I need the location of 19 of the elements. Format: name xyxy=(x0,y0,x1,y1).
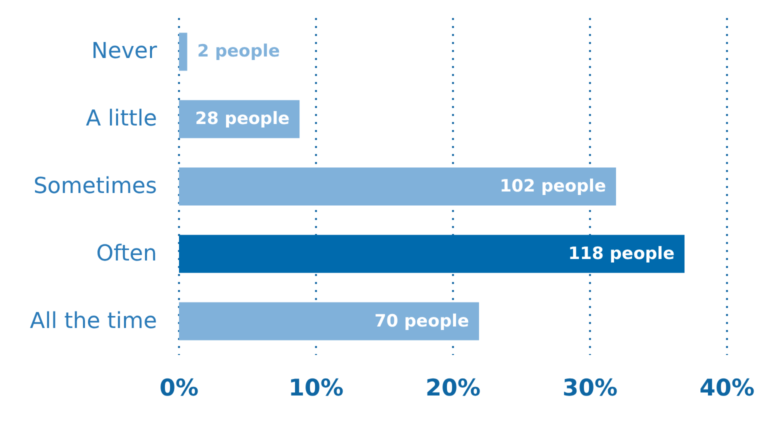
bar xyxy=(179,168,616,206)
annotation: 28 people xyxy=(195,109,290,130)
x-tick-label: 20% xyxy=(425,376,481,402)
annotation: 70 people xyxy=(374,311,470,332)
x-tick-label: 40% xyxy=(699,376,755,402)
y-tick-label: Never xyxy=(91,39,158,64)
bar xyxy=(179,32,188,71)
y-tick-label: Sometimes xyxy=(33,174,157,199)
annotation: 2 people xyxy=(197,42,280,62)
annotation: 118 people xyxy=(568,244,675,264)
x-tick-label: 30% xyxy=(562,376,618,402)
y-tick-label: A little xyxy=(86,106,157,132)
x-tick-label: 10% xyxy=(288,376,344,402)
y-tick-label: Often xyxy=(96,241,157,266)
bar xyxy=(179,234,685,273)
y-tick-label: All the time xyxy=(30,308,157,334)
bar xyxy=(179,302,480,340)
annotation: 102 people xyxy=(500,176,606,196)
x-tick-label: 0% xyxy=(159,376,199,402)
